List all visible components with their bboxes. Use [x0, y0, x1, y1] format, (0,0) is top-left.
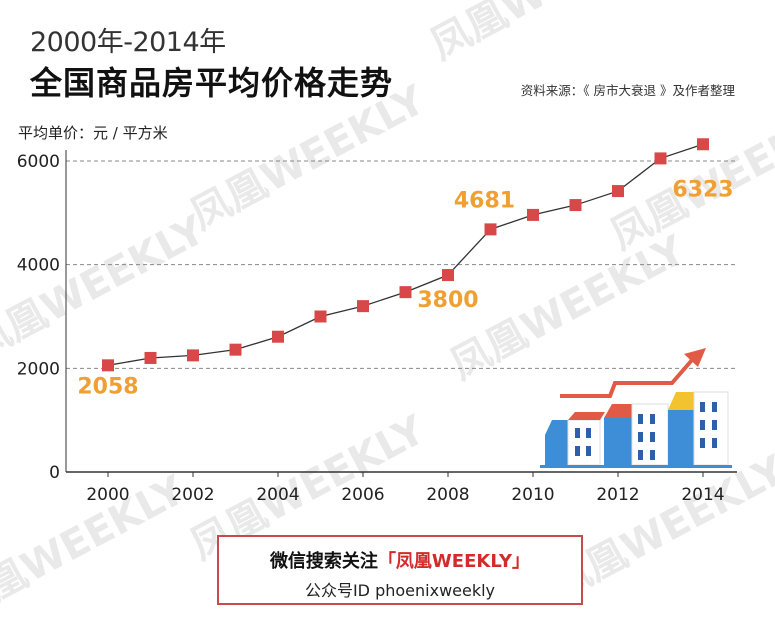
- data-label-2000: 2058: [77, 374, 138, 399]
- watermark-text: 凤凰WEEKLY: [0, 207, 213, 369]
- y-tick-labels: 0 2000 4000 6000: [17, 152, 60, 483]
- data-point-2004: [272, 330, 284, 343]
- arrow-head-icon: [684, 348, 706, 367]
- data-point-2003: [229, 343, 242, 356]
- source-note: 资料来源：《 房市大衰退 》及作者整理: [520, 83, 735, 98]
- x-tick-2008: 2008: [426, 485, 469, 505]
- data-label-2009: 4681: [454, 188, 515, 213]
- follow-prompt: 微信搜索关注「凤凰WEEKLY」: [219, 547, 581, 573]
- y-tick-6000: 6000: [17, 152, 60, 172]
- x-tick-2010: 2010: [511, 485, 554, 505]
- x-tick-2002: 2002: [171, 485, 214, 505]
- data-point-2009: [484, 223, 497, 236]
- y-axis-unit-label: 平均单价：元 / 平方米: [18, 124, 168, 142]
- watermark-text: 凤凰WEEKLY: [183, 77, 433, 239]
- y-tick-2000: 2000: [17, 359, 60, 379]
- y-tick-0: 0: [49, 463, 60, 483]
- x-tick-2012: 2012: [596, 485, 639, 505]
- data-point-2012: [612, 185, 624, 198]
- y-tick-4000: 4000: [17, 256, 60, 276]
- data-point-2001: [144, 351, 157, 364]
- data-label-2008: 3800: [417, 288, 478, 313]
- data-point-2008: [442, 269, 454, 282]
- chart-subtitle: 2000年-2014年: [30, 27, 226, 58]
- data-point-2005: [314, 310, 327, 323]
- data-point-2011: [569, 199, 582, 212]
- x-tick-2014: 2014: [681, 485, 724, 505]
- data-labels: 2058 3800 4681 6323: [77, 177, 733, 399]
- buildings-illustration: [540, 348, 732, 468]
- x-tick-2004: 2004: [256, 485, 299, 505]
- rising-arrow-icon: [560, 358, 694, 398]
- axes: [65, 150, 737, 477]
- data-label-2014: 6323: [672, 177, 733, 202]
- x-tick-labels: 2000 2002 2004 2006 2008 2010 2012 2014: [86, 485, 724, 505]
- watermark-text: 凤凰WEEKLY: [443, 227, 693, 389]
- account-id: 公众号ID phoenixweekly: [304, 581, 496, 600]
- data-point-2010: [527, 208, 539, 221]
- series-markers: [102, 138, 709, 372]
- x-tick-2006: 2006: [341, 485, 384, 505]
- chart-title: 全国商品房平均价格走势: [30, 64, 394, 102]
- data-point-2002: [187, 349, 199, 362]
- data-point-2014: [697, 138, 709, 151]
- watermark-text: 凤凰WEEKLY: [423, 0, 673, 69]
- data-point-2013: [654, 152, 667, 165]
- data-point-2006: [357, 300, 369, 313]
- follow-prompt-text: 微信搜索关注: [269, 551, 378, 572]
- brand-name: 「凤凰WEEKLY」: [377, 551, 531, 572]
- data-point-2000: [102, 359, 114, 372]
- x-tick-2000: 2000: [86, 485, 129, 505]
- data-point-2007: [399, 286, 412, 299]
- gridlines: [66, 160, 737, 369]
- wechat-follow-box: 微信搜索关注「凤凰WEEKLY」 公众号ID phoenixweekly: [217, 535, 583, 605]
